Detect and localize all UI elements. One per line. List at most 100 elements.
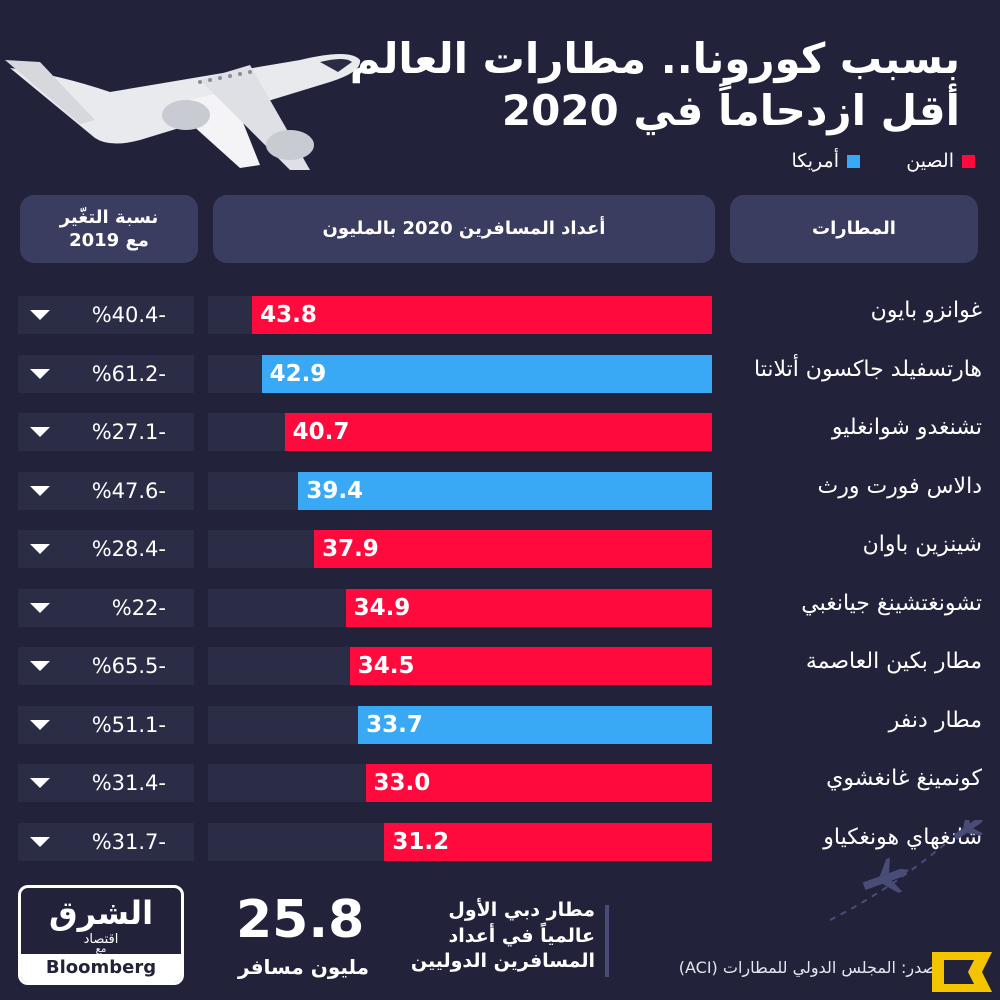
highlight-unit: مليون مسافر [238,955,370,979]
down-arrow-icon [30,602,50,613]
bar-track: 34.5 [208,647,712,685]
bar: 40.7 [284,413,712,451]
bar-track: 34.9 [208,588,712,627]
change-cell: %40.4- [18,296,194,334]
airport-name: مطار بكين العاصمة [805,649,982,674]
down-arrow-icon [30,661,50,671]
highlight-value: 25.8 [236,890,365,950]
bar-track: 43.8 [208,296,712,334]
table-row: %51.1- 33.7 مطار دنفر [0,700,1000,752]
airport-name: هارتسفيلد جاكسون أتلانتا [753,356,982,382]
change-cell: %31.4- [18,764,194,802]
bar: 31.2 [384,822,712,861]
legend-label-china: الصين [906,150,954,172]
bar-track: 33.7 [208,705,712,744]
change-cell: %22- [18,588,194,627]
legend-entry-china: الصين [906,148,975,174]
column-header-change: نسبة التغّير مع 2019 [20,195,198,263]
bar-value-label: 39.4 [306,477,364,504]
down-arrow-icon [30,485,50,496]
bar: 33.0 [365,764,712,802]
change-cell: %31.7- [18,822,194,861]
table-row: %31.4- 33.0 كونمينغ غانغشوي [0,758,1000,810]
change-label: %28.4- [91,537,166,561]
table-row: %27.1- 40.7 تشنغدو شوانغليو [0,407,1000,459]
change-label: %27.1- [91,420,166,444]
bar-track: 33.0 [208,764,712,802]
chart-title-line-1: بسبب كورونا.. مطارات العالم [349,34,960,83]
bar: 39.4 [298,471,712,510]
bar-track: 42.9 [208,354,712,393]
brand-logo: الشرق اقتصاد مع Bloomberg [18,885,184,985]
down-arrow-icon [30,719,50,730]
change-label: %65.5- [91,654,166,678]
change-cell: %51.1- [18,705,194,744]
change-cell: %47.6- [18,471,194,510]
change-label: %40.4- [91,303,166,327]
bar: 34.5 [349,647,712,685]
column-header-change-line-1: نسبة التغّير [59,206,159,228]
bar: 34.9 [345,588,712,627]
airport-name: شينزين باوان [862,532,982,557]
legend-swatch-china [962,154,975,168]
brand-subtitle: اقتصاد [83,932,119,947]
bar-value-label: 33.0 [373,770,431,796]
change-label: %31.4- [91,771,166,795]
bar-value-label: 37.9 [322,536,379,562]
column-header-passengers: أعداد المسافرين 2020 بالمليون [213,195,715,263]
airport-name: غوانزو بايون [870,298,982,323]
brand-partner: Bloomberg [21,954,181,982]
down-arrow-icon [30,778,50,788]
change-cell: %27.1- [18,413,194,451]
down-arrow-icon [30,368,50,379]
down-arrow-icon [30,544,50,554]
change-label: %47.6- [91,478,166,503]
bar-track: 39.4 [208,471,712,510]
publisher-logo-icon [932,952,992,992]
change-label: %22- [111,595,166,620]
brand-with-label: مع [95,944,107,955]
table-row: %22- 34.9 تشونغتشينغ جيانغبي [0,583,1000,635]
table-row: %65.5- 34.5 مطار بكين العاصمة [0,641,1000,693]
legend-swatch-usa [847,154,860,168]
bar-track: 37.9 [208,530,712,568]
bar-value-label: 43.8 [260,302,317,328]
legend-label-usa: أمريكا [791,150,839,172]
change-cell: %61.2- [18,354,194,393]
down-arrow-icon [30,836,50,847]
bar-value-label: 31.2 [392,828,450,855]
source-note: المصدر: المجلس الدولي للمطارات (ACI) [678,958,955,977]
chart-title-line-2: أقل ازدحاماً في 2020 [501,86,960,135]
change-label: %61.2- [91,361,166,386]
column-header-change-line-2: مع 2019 [69,230,149,251]
table-row: %31.7- 31.2 شانغهاي هونغكياو [0,817,1000,869]
table-row: %40.4- 43.8 غوانزو بايون [0,290,1000,342]
legend-entry-usa: أمريكا [791,148,860,174]
airport-name: دالاس فورت ورث [817,473,982,499]
decorative-planes-icon [830,820,985,921]
bar-value-label: 40.7 [292,419,350,445]
bar-value-label: 34.5 [357,653,415,679]
bar-value-label: 33.7 [366,711,423,738]
bar-value-label: 34.9 [353,594,411,621]
change-label: %51.1- [91,712,166,737]
bar: 37.9 [314,530,712,568]
change-cell: %65.5- [18,647,194,685]
airplane-illustration [5,54,361,170]
divider [605,905,609,977]
bar-track: 31.2 [208,822,712,861]
table-row: %47.6- 39.4 دالاس فورت ورث [0,466,1000,518]
table-row: %61.2- 42.9 هارتسفيلد جاكسون أتلانتا [0,349,1000,401]
bar: 42.9 [261,354,712,393]
bar-value-label: 42.9 [269,360,327,387]
airport-name: تشونغتشينغ جيانغبي [801,590,982,616]
down-arrow-icon [30,310,50,320]
brand-name: الشرق [48,894,154,932]
bar: 43.8 [252,296,712,334]
bar-track: 40.7 [208,413,712,451]
change-label: %31.7- [91,829,166,854]
highlight-note: مطار دبي الأول عالمياً في أعداد المسافري… [410,899,595,973]
change-cell: %28.4- [18,530,194,568]
airport-name: تشنغدو شوانغليو [831,415,982,440]
table-row: %28.4- 37.9 شينزين باوان [0,524,1000,576]
